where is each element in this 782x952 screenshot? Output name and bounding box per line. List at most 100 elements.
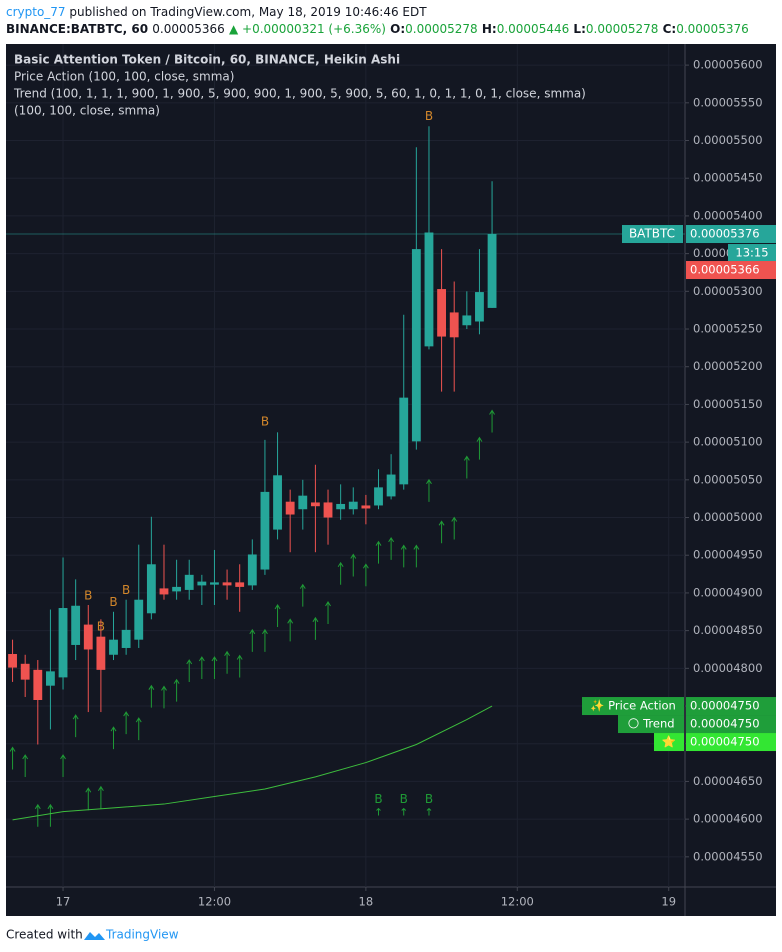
- y-tick-label: 0.00005100: [693, 435, 763, 449]
- symbol-line: BINANCE:BATBTC, 60 0.00005366 ▲ +0.00000…: [6, 22, 749, 36]
- x-tick-label: 19: [661, 895, 676, 909]
- header-line: crypto_77 published on TradingView.com, …: [6, 5, 427, 19]
- o-label: O:: [390, 22, 405, 36]
- tv-logo: [84, 932, 105, 940]
- indicator-price: 0.00004750: [690, 735, 760, 749]
- y-tick-label: 0.00005450: [693, 171, 763, 185]
- y-tick-label: 0.00004950: [693, 548, 763, 562]
- x-tick-label: 12:00: [198, 895, 231, 909]
- trend-arrow: [463, 455, 470, 479]
- candle-body: [197, 581, 207, 586]
- trend-arrow: [47, 803, 54, 827]
- trend-arrow: [274, 604, 281, 627]
- trend-arrow: [350, 553, 357, 577]
- candle-body: [83, 624, 93, 650]
- trend-arrow: [337, 561, 344, 585]
- candle-body: [46, 671, 55, 686]
- h-value: 0.00005446: [497, 22, 570, 36]
- y-tick-label: 0.00005050: [693, 472, 763, 486]
- buy-signal: B: [425, 109, 433, 123]
- candle-body: [336, 503, 346, 510]
- trend-arrow: [173, 678, 180, 702]
- trend-signal: B: [400, 792, 408, 806]
- indicator-price-box: [686, 697, 776, 716]
- footer-prefix: Created with: [6, 928, 83, 942]
- candle-body: [109, 639, 118, 655]
- trend-signal-arrow: [401, 807, 407, 816]
- trend-arrow: [413, 544, 420, 568]
- trend-arrow: [161, 685, 167, 709]
- l-label: L:: [573, 22, 585, 36]
- trend-arrow: [249, 628, 256, 652]
- y-tick-label: 0.00005250: [693, 322, 763, 336]
- indicator-name: ⭐: [662, 735, 676, 749]
- legend-smma: (100, 100, close, smma): [14, 104, 160, 118]
- candle-body: [298, 495, 308, 510]
- trend-arrow: [22, 754, 29, 778]
- indicator-price-box: [686, 715, 776, 734]
- trend-arrow: [236, 654, 243, 678]
- buy-signal: B: [261, 414, 269, 428]
- footer-brand[interactable]: TradingView: [105, 928, 179, 942]
- candle-body: [146, 564, 156, 614]
- trend-arrow: [9, 746, 16, 770]
- y-tick-label: 0.00004650: [693, 774, 763, 788]
- trend-arrow: [224, 650, 230, 674]
- candle-body: [235, 582, 245, 587]
- candle-body: [348, 501, 358, 510]
- candle-body: [323, 502, 333, 518]
- trend-arrow: [489, 409, 495, 433]
- candle-body: [222, 582, 232, 586]
- published: published on TradingView.com, May 18, 20…: [69, 5, 427, 19]
- candle-body: [184, 574, 194, 590]
- candle-body: [8, 654, 17, 668]
- trend-arrow: [148, 684, 155, 708]
- candle-body: [437, 289, 447, 337]
- candle-body: [310, 502, 320, 507]
- candle-body: [449, 312, 459, 338]
- legend-trend: Trend (100, 1, 1, 1, 900, 1, 900, 5, 900…: [13, 87, 586, 101]
- trend-arrow: [110, 726, 117, 750]
- buy-signal: B: [97, 619, 105, 633]
- indicator-name-box: [582, 697, 684, 716]
- y-tick-label: 0.00005400: [693, 208, 763, 222]
- candle-body: [475, 292, 484, 322]
- y-tick-label: 0.00005550: [693, 95, 763, 109]
- last-price-label: 0.00005376: [690, 227, 760, 241]
- x-tick-label: 12:00: [501, 895, 534, 909]
- candle-body: [134, 599, 144, 640]
- indicator-price: 0.00004750: [690, 717, 760, 731]
- candle-body: [247, 554, 257, 586]
- buy-signal: B: [109, 595, 117, 609]
- trend-arrow: [60, 754, 66, 778]
- y-tick-label: 0.00005150: [693, 397, 763, 411]
- trend-arrow: [400, 544, 407, 568]
- trend-arrow: [426, 478, 432, 502]
- legend-main: Basic Attention Token / Bitcoin, 60, BIN…: [14, 53, 400, 67]
- trend-arrow: [262, 628, 268, 652]
- ref-price-label: 0.00005366: [690, 263, 760, 277]
- trend-signal: B: [374, 792, 382, 806]
- author[interactable]: crypto_77: [6, 5, 66, 19]
- trend-arrow: [451, 516, 458, 540]
- legend-price-action: Price Action (100, 100, close, smma): [14, 70, 234, 84]
- last-price-name-box: [622, 225, 683, 244]
- candle-body: [210, 582, 219, 585]
- last-price-box: [686, 225, 776, 244]
- indicator-name: 🌕 Trend: [627, 717, 674, 731]
- candle-body: [20, 663, 30, 680]
- trend-arrow: [325, 601, 331, 624]
- last-price-name: BATBTC: [629, 227, 675, 241]
- candle-body: [399, 397, 409, 485]
- countdown-box: [728, 244, 776, 262]
- candle-body: [121, 629, 131, 648]
- buy-signal: B: [84, 588, 92, 602]
- trend-arrow: [72, 714, 79, 738]
- trend-arrow: [287, 618, 294, 642]
- trend-signal-arrow: [426, 807, 432, 816]
- y-tick-label: 0.00005300: [693, 284, 763, 298]
- x-tick-label: 17: [56, 895, 71, 909]
- trend-arrow: [375, 540, 382, 564]
- candle-body: [71, 605, 81, 645]
